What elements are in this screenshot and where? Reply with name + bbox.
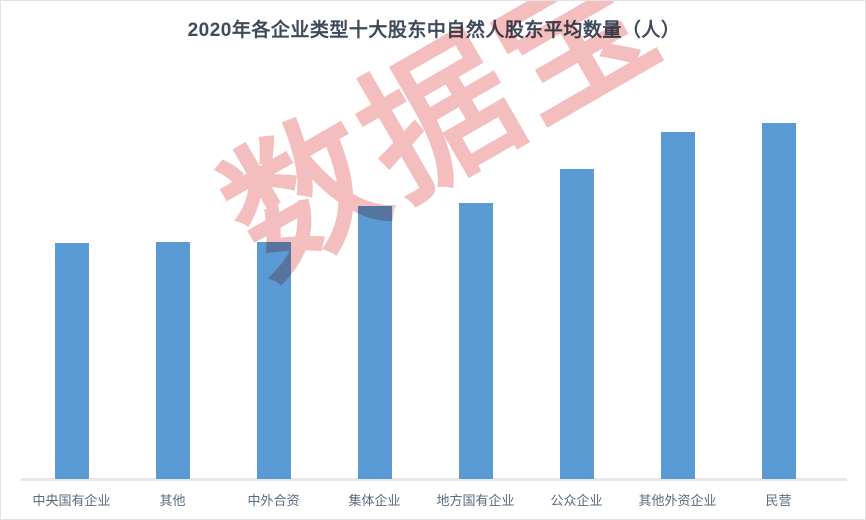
bar[interactable] — [661, 132, 695, 479]
bar[interactable] — [358, 206, 392, 479]
category-label: 其他外资企业 — [638, 493, 717, 508]
bar-group: 4.48 地方国有企业 — [425, 1, 526, 519]
bar-group: 4.01 中外合资 — [223, 1, 324, 519]
bar[interactable] — [459, 203, 493, 479]
bar[interactable] — [560, 169, 594, 479]
chart-title: 2020年各企业类型十大股东中自然人股东平均数量（人） — [187, 20, 681, 41]
bar[interactable] — [55, 243, 89, 479]
bar-group: 4.44 集体企业 — [324, 1, 425, 519]
bar[interactable] — [156, 242, 190, 479]
bar-group: 4.89 公众企业 — [526, 1, 627, 519]
bar-group: 4.00 其他 — [122, 1, 223, 519]
category-label: 地方国有企业 — [436, 493, 515, 508]
bar-group: 5.45 民营 — [728, 1, 829, 519]
bar[interactable] — [257, 241, 291, 479]
bar-group: 5.34 其他外资企业 — [627, 1, 728, 519]
x-axis-baseline — [21, 478, 847, 481]
category-label: 其他 — [159, 493, 186, 508]
category-label: 民营 — [765, 493, 792, 508]
category-label: 中外合资 — [247, 493, 300, 508]
bar-group: 3.99 中央国有企业 — [21, 1, 122, 519]
category-label: 中央国有企业 — [32, 493, 111, 508]
category-label: 集体企业 — [348, 493, 401, 508]
category-label: 公众企业 — [550, 493, 603, 508]
bar[interactable] — [762, 123, 796, 479]
